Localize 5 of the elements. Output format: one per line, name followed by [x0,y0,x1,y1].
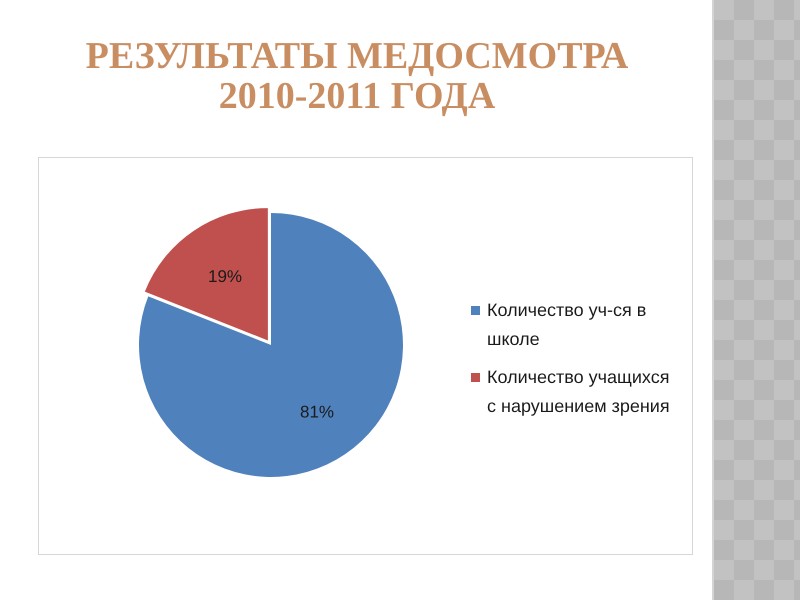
data-label: 19% [208,267,242,286]
chart-title: РЕЗУЛЬТАТЫ МЕДОСМОТРА 2010-2011 ГОДА [84,35,630,117]
legend-label: Количество учащихся с нарушением зрения [487,366,671,418]
data-label: 81% [300,402,334,422]
legend-label: Количество уч-ся в школе [487,299,648,351]
